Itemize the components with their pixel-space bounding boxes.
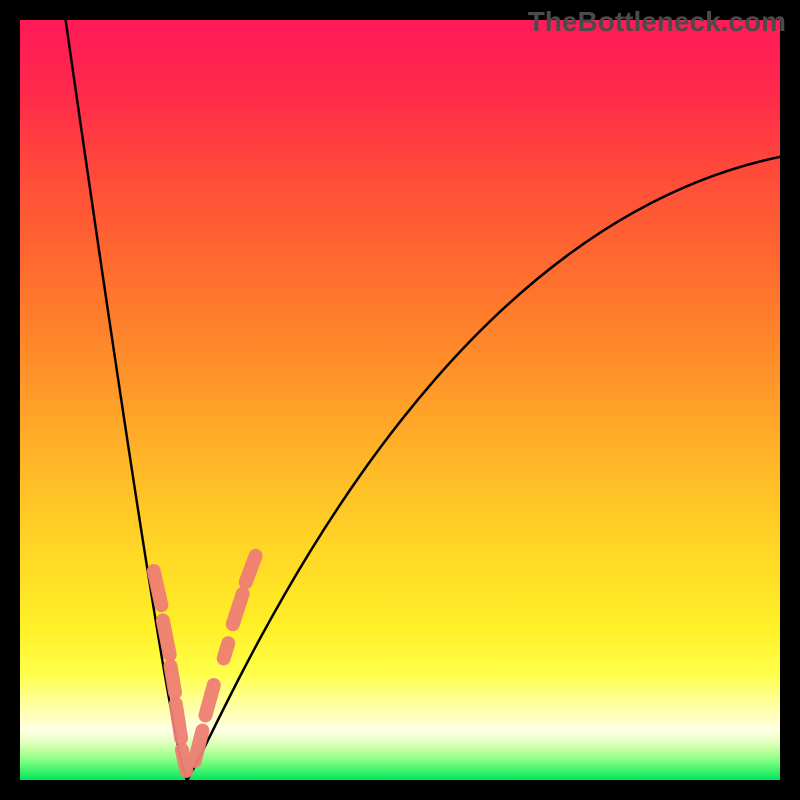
stage: TheBottleneck.com bbox=[0, 0, 800, 800]
marker-point bbox=[154, 571, 162, 605]
watermark-text: TheBottleneck.com bbox=[528, 6, 786, 38]
bottleneck-chart bbox=[20, 20, 780, 780]
chart-background bbox=[20, 20, 780, 780]
marker-point bbox=[182, 750, 187, 771]
marker-point bbox=[224, 643, 229, 658]
marker-point bbox=[170, 666, 175, 693]
marker-point bbox=[195, 731, 203, 761]
marker-point bbox=[163, 620, 170, 654]
marker-point bbox=[233, 594, 243, 624]
marker-point bbox=[205, 685, 213, 715]
marker-point bbox=[176, 704, 181, 738]
marker-point bbox=[246, 556, 256, 583]
